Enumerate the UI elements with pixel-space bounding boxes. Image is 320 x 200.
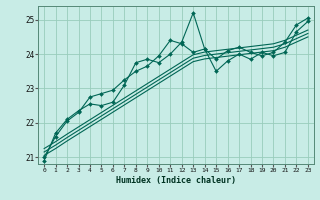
X-axis label: Humidex (Indice chaleur): Humidex (Indice chaleur) (116, 176, 236, 185)
